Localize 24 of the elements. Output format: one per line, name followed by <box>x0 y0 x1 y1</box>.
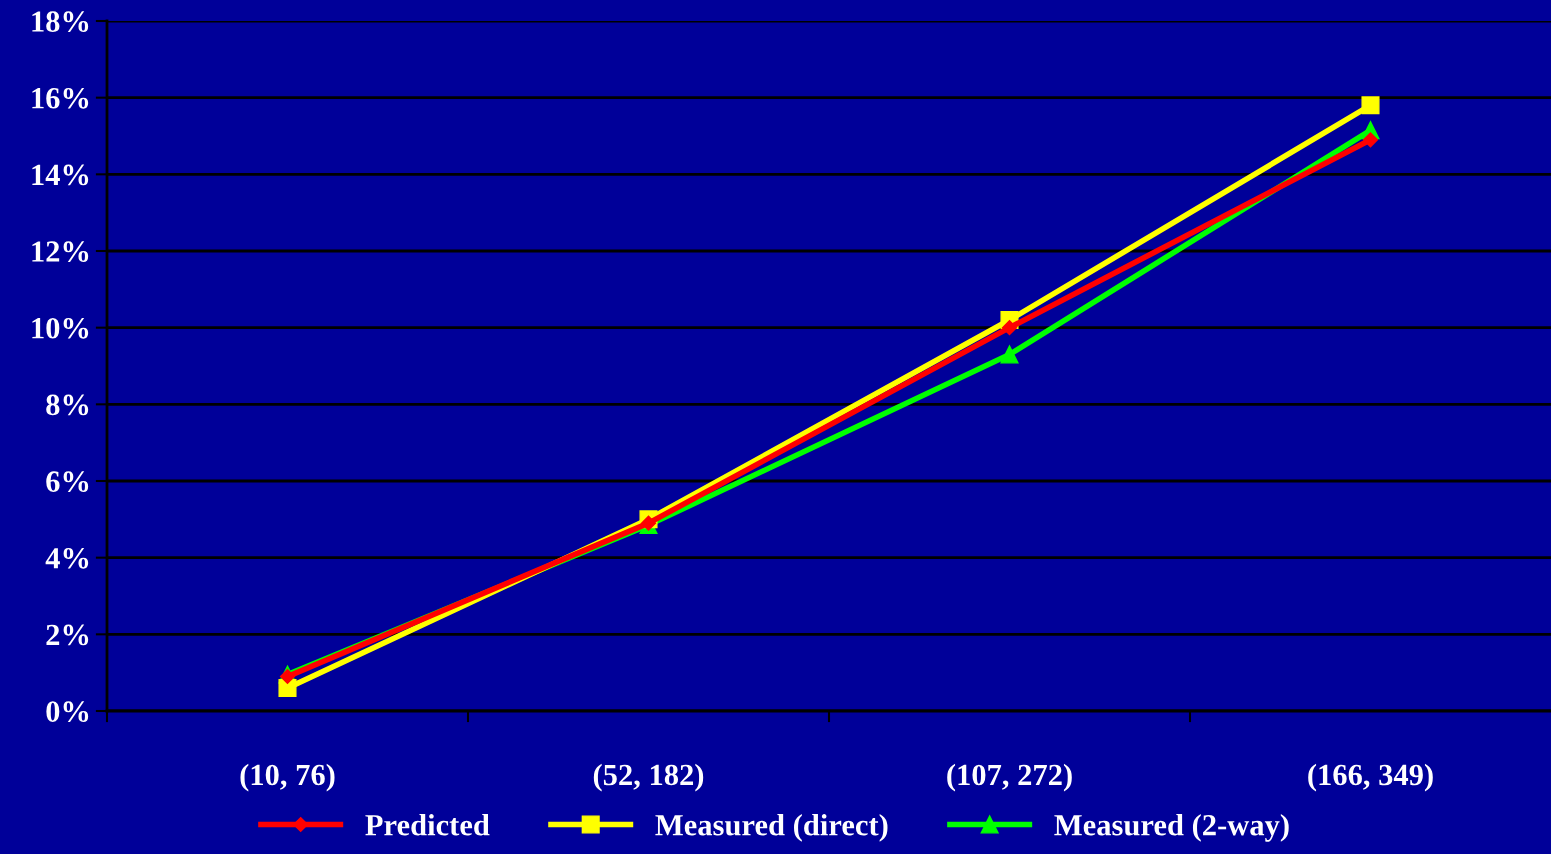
x-tick-label: (52, 182) <box>593 763 704 792</box>
y-tick-label: 8% <box>46 394 89 416</box>
point <box>1000 345 1019 364</box>
legend-label: Predicted <box>365 813 490 836</box>
y-tick-label: 0% <box>46 701 89 722</box>
y-tick-label: 16% <box>32 87 89 109</box>
point <box>278 678 297 698</box>
point <box>279 668 296 685</box>
y-tick-label: 2% <box>46 624 89 646</box>
y-tick-label: 10% <box>32 317 89 339</box>
point <box>640 515 657 531</box>
point <box>1362 132 1379 148</box>
y-tick-label: 14% <box>32 164 89 186</box>
point <box>1001 320 1018 336</box>
x-tick-label: (10, 76) <box>240 763 335 792</box>
y-tick-label: 18% <box>32 11 89 32</box>
y-tick-label: 4% <box>45 547 89 569</box>
y-tick-label: 6% <box>46 471 89 492</box>
legend-label: Measured (direct) <box>655 813 888 842</box>
y-tick-label: 12% <box>32 241 89 262</box>
x-tick-label: (166, 349) <box>1308 763 1433 792</box>
x-tick-label: (107, 272) <box>947 763 1072 792</box>
legend-label: Measured (2-way) <box>1054 813 1289 842</box>
point <box>1361 96 1380 115</box>
